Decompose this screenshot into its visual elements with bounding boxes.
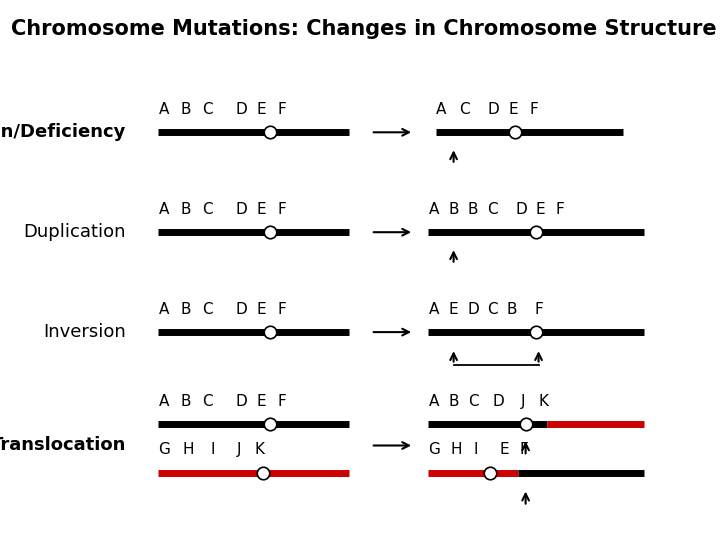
Text: D: D <box>235 394 247 409</box>
Text: A: A <box>429 394 439 409</box>
Text: Inversion: Inversion <box>43 323 126 341</box>
Text: A: A <box>429 302 439 317</box>
Text: H: H <box>451 442 462 457</box>
Text: A: A <box>436 102 446 117</box>
Text: B: B <box>181 302 191 317</box>
Text: C: C <box>487 202 498 217</box>
Text: B: B <box>468 202 478 217</box>
Text: D: D <box>235 202 247 217</box>
Text: C: C <box>202 102 212 117</box>
Text: Translocation: Translocation <box>0 436 126 455</box>
Text: E: E <box>536 202 546 217</box>
Text: I: I <box>474 442 478 457</box>
Text: D: D <box>235 302 247 317</box>
Text: G: G <box>428 442 440 457</box>
Text: B: B <box>449 202 459 217</box>
Text: E: E <box>449 302 459 317</box>
Text: D: D <box>516 202 527 217</box>
Text: F: F <box>278 202 287 217</box>
Text: F: F <box>534 302 543 317</box>
Text: J: J <box>237 442 241 457</box>
Text: D: D <box>492 394 504 409</box>
Text: F: F <box>278 302 287 317</box>
Text: A: A <box>159 202 169 217</box>
Text: C: C <box>487 302 498 317</box>
Text: Deletion/Deficiency: Deletion/Deficiency <box>0 123 126 141</box>
Text: E: E <box>256 102 266 117</box>
Text: J: J <box>521 394 526 409</box>
Text: B: B <box>449 394 459 409</box>
Text: E: E <box>256 302 266 317</box>
Text: A: A <box>429 202 439 217</box>
Text: E: E <box>508 102 518 117</box>
Text: C: C <box>202 394 212 409</box>
Text: F: F <box>278 394 287 409</box>
Text: A: A <box>159 302 169 317</box>
Text: A: A <box>159 102 169 117</box>
Text: F: F <box>520 442 528 457</box>
Text: H: H <box>183 442 194 457</box>
Text: K: K <box>539 394 549 409</box>
Text: F: F <box>278 102 287 117</box>
Text: F: F <box>530 102 539 117</box>
Text: Chromosome Mutations: Changes in Chromosome Structure: Chromosome Mutations: Changes in Chromos… <box>11 19 716 39</box>
Text: D: D <box>487 102 499 117</box>
Text: Duplication: Duplication <box>24 223 126 241</box>
Text: E: E <box>499 442 509 457</box>
Text: G: G <box>158 442 170 457</box>
Text: C: C <box>468 394 478 409</box>
Text: E: E <box>256 202 266 217</box>
Text: K: K <box>254 442 264 457</box>
Text: F: F <box>556 202 564 217</box>
Text: E: E <box>256 394 266 409</box>
Text: B: B <box>181 102 191 117</box>
Text: C: C <box>459 102 469 117</box>
Text: C: C <box>202 202 212 217</box>
Text: B: B <box>181 202 191 217</box>
Text: D: D <box>467 302 479 317</box>
Text: B: B <box>181 394 191 409</box>
Text: A: A <box>159 394 169 409</box>
Text: D: D <box>235 102 247 117</box>
Text: I: I <box>210 442 215 457</box>
Text: B: B <box>507 302 517 317</box>
Text: C: C <box>202 302 212 317</box>
